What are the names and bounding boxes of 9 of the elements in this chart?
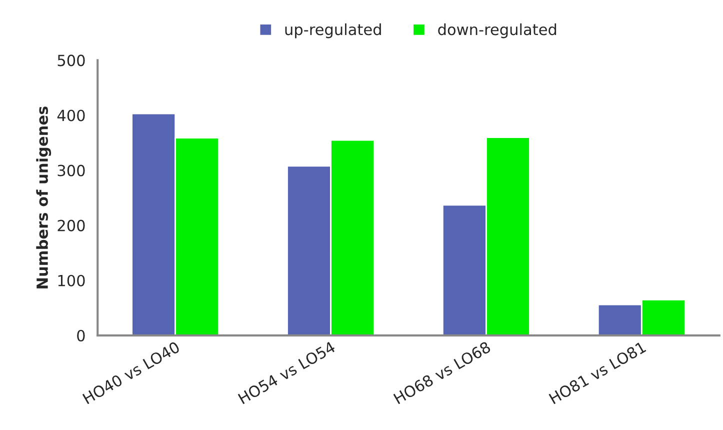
y-tick-label: 100 bbox=[58, 274, 85, 286]
y-tick-label: 400 bbox=[57, 110, 85, 122]
y-tick-label: 200 bbox=[58, 220, 85, 232]
y-tick-label: 500 bbox=[58, 54, 85, 66]
y-tick-label: 300 bbox=[58, 164, 85, 176]
y-axis-title: Numbers of unigenes bbox=[36, 106, 52, 288]
legend-label: down-regulated bbox=[438, 23, 556, 38]
y-tick-label: 0 bbox=[77, 330, 85, 342]
legend-label: up-regulated bbox=[285, 23, 381, 38]
